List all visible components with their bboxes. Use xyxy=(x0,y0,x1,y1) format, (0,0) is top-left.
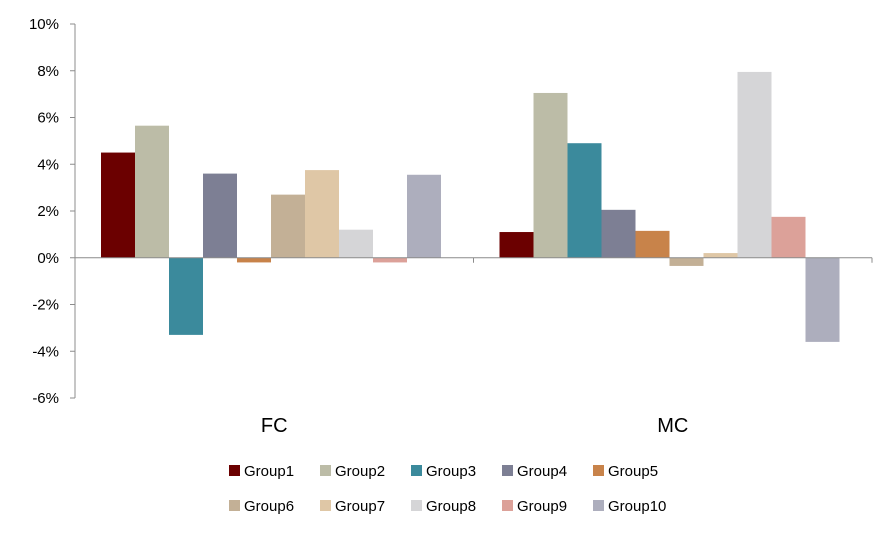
bar-fc-group4 xyxy=(203,173,237,258)
legend-swatch-group5 xyxy=(593,465,604,476)
legend-swatch-group8 xyxy=(411,500,422,511)
legend-label-group10: Group10 xyxy=(608,498,666,515)
bars xyxy=(101,71,840,342)
bar-mc-group6 xyxy=(669,257,704,266)
bar-fc-group1 xyxy=(101,152,135,258)
legend-label-group2: Group2 xyxy=(335,463,385,480)
legend-label-group8: Group8 xyxy=(426,498,476,515)
y-tick-label: 10% xyxy=(29,16,59,33)
bar-fc-group2 xyxy=(135,125,169,258)
bar-fc-group6 xyxy=(271,194,305,258)
y-tick-label: -6% xyxy=(32,390,59,407)
legend-label-group3: Group3 xyxy=(426,463,476,480)
legend-swatch-group4 xyxy=(502,465,513,476)
bar-mc-group3 xyxy=(567,143,602,258)
y-tick-label: 6% xyxy=(37,110,59,127)
bar-mc-group8 xyxy=(737,71,772,258)
legend-label-group5: Group5 xyxy=(608,463,658,480)
bar-mc-group1 xyxy=(499,232,534,258)
bar-mc-group10 xyxy=(805,257,840,342)
y-axis: 10% 8% 6% 4% 2% 0% -2% -4% -6% xyxy=(29,16,76,407)
legend: Group1 Group2 Group3 Group4 Group5 Group6 Grou… xyxy=(229,463,666,515)
legend-label-group9: Group9 xyxy=(517,498,567,515)
bar-fc-group9 xyxy=(373,257,407,263)
y-tick-label: 4% xyxy=(37,156,59,173)
bar-fc-group8 xyxy=(339,229,373,258)
y-tick-label: -4% xyxy=(32,343,59,360)
legend-swatch-group6 xyxy=(229,500,240,511)
legend-swatch-group9 xyxy=(502,500,513,511)
legend-label-group6: Group6 xyxy=(244,498,294,515)
bar-fc-group3 xyxy=(169,257,203,335)
y-tick-label: 8% xyxy=(37,63,59,80)
bar-mc-group7 xyxy=(703,253,738,258)
legend-swatch-group7 xyxy=(320,500,331,511)
legend-swatch-group1 xyxy=(229,465,240,476)
legend-swatch-group3 xyxy=(411,465,422,476)
legend-label-group7: Group7 xyxy=(335,498,385,515)
bar-mc-group5 xyxy=(635,230,670,258)
y-tick-label: -2% xyxy=(32,297,59,314)
legend-swatch-group2 xyxy=(320,465,331,476)
bar-mc-group9 xyxy=(771,216,806,258)
bar-fc-group7 xyxy=(305,170,339,258)
legend-label-group1: Group1 xyxy=(244,463,294,480)
x-axis: FC MC xyxy=(74,257,873,437)
bar-mc-group2 xyxy=(533,92,568,258)
category-label-fc: FC xyxy=(261,415,288,437)
bar-mc-group4 xyxy=(601,209,636,258)
y-tick-label: 2% xyxy=(37,203,59,220)
category-label-mc: MC xyxy=(657,415,688,437)
legend-label-group4: Group4 xyxy=(517,463,567,480)
y-tick-label: 0% xyxy=(37,250,59,267)
bar-fc-group5 xyxy=(237,257,271,263)
legend-swatch-group10 xyxy=(593,500,604,511)
bar-fc-group10 xyxy=(407,174,441,258)
